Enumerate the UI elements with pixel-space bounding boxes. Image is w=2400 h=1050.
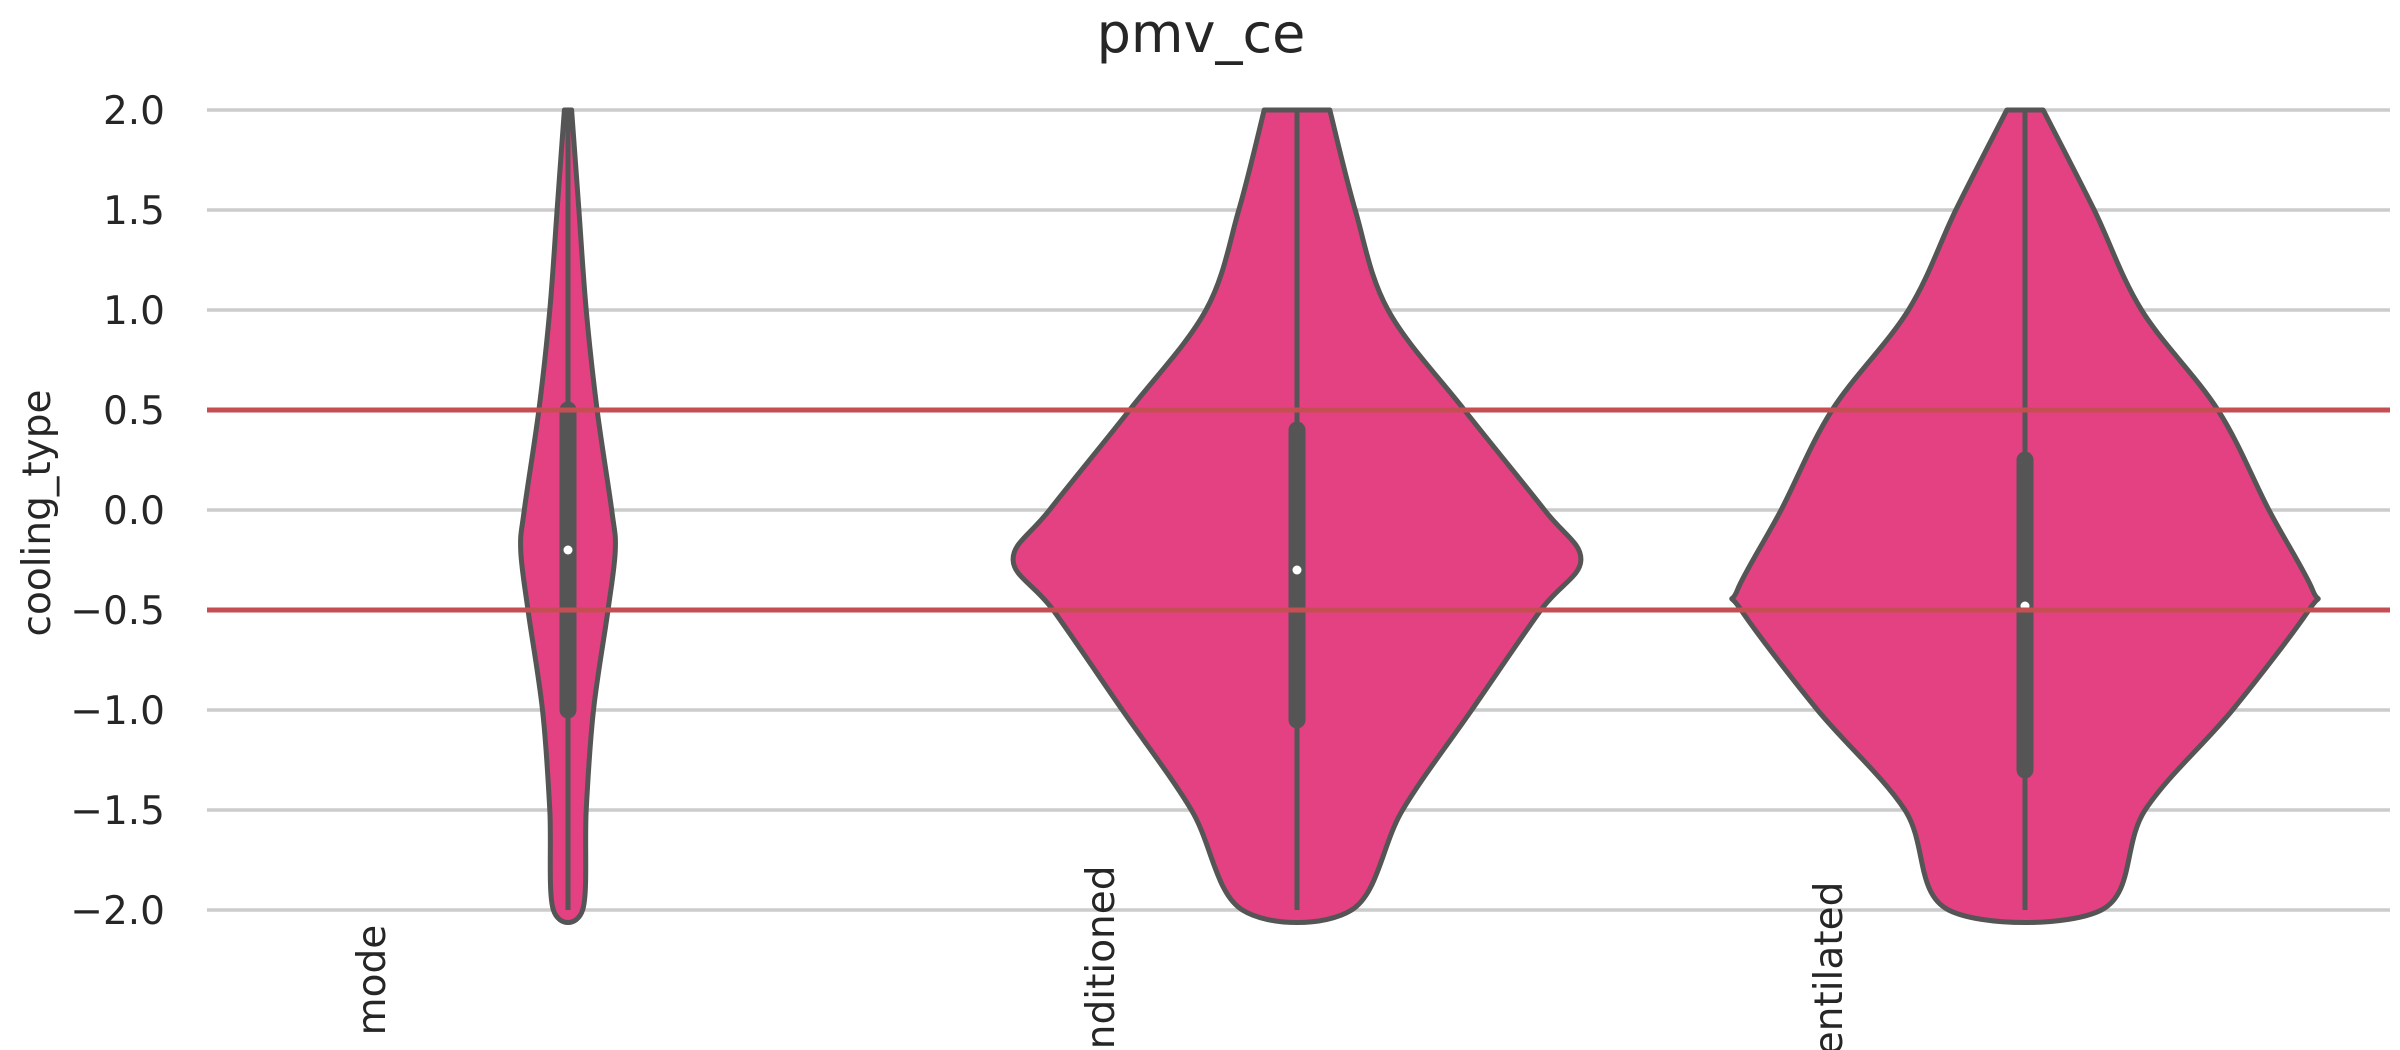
y-tick-label: 1.0 — [103, 289, 165, 334]
y-tick-label: 0.5 — [103, 389, 165, 434]
violins — [518, 107, 2321, 925]
violin-mode — [518, 107, 618, 925]
violin-median-point — [1292, 565, 1302, 575]
chart-title: pmv_ce — [1097, 2, 1306, 65]
category-labels: mode conditioned ventilated — [350, 865, 1852, 1050]
category-label: conditioned — [1079, 865, 1124, 1050]
y-tick-label: −0.5 — [70, 589, 165, 634]
category-label: ventilated — [1807, 882, 1852, 1050]
y-tick-label: −2.0 — [70, 889, 165, 934]
violin-conditioned — [1010, 107, 1584, 925]
y-tick-label: 0.0 — [103, 489, 165, 534]
y-tick-label: 2.0 — [103, 89, 165, 134]
violin-ventilated — [1729, 107, 2321, 925]
y-tick-label: −1.0 — [70, 689, 165, 734]
y-tick-label: 1.5 — [103, 189, 165, 234]
y-tick-label: −1.5 — [70, 789, 165, 834]
reference-lines — [207, 407, 2390, 613]
y-axis-label: cooling_type — [15, 390, 60, 637]
y-tick-labels: 2.0 1.5 1.0 0.5 0.0 −0.5 −1.0 −1.5 −2.0 — [70, 89, 165, 934]
category-label: mode — [350, 925, 395, 1036]
violin-median-point — [563, 545, 573, 555]
